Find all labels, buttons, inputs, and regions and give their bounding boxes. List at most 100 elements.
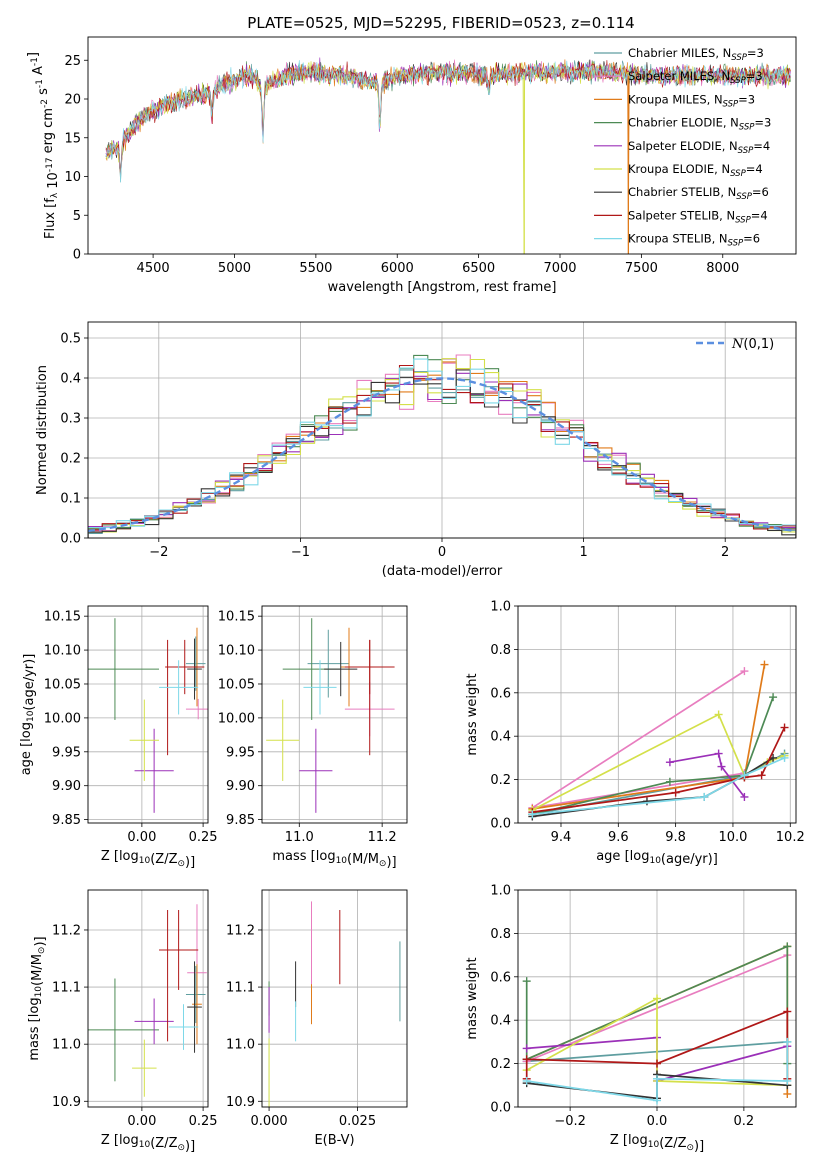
errorbar-point <box>187 638 202 700</box>
weight-marker <box>783 1007 792 1016</box>
axis-label: Z [log10(Z/Z⊙)] <box>101 1133 195 1154</box>
errorbar-point <box>159 660 199 715</box>
plot-area <box>266 618 395 813</box>
x-tick-label: 0.00 <box>127 1114 156 1129</box>
weight-marker <box>653 1059 661 1068</box>
errorbar-point <box>185 698 208 720</box>
legend-entry: Chabrier STELIB, NSSP=6 <box>628 185 769 202</box>
x-tick-label: 2 <box>721 545 729 560</box>
errorbar-point <box>299 728 333 813</box>
axis-label: mass weight <box>465 957 480 1039</box>
weight-marker <box>653 1096 661 1105</box>
axis-label: E(B-V) <box>314 1133 354 1148</box>
weight-marker <box>717 762 726 771</box>
x-tick-label: 6500 <box>462 261 495 276</box>
weight-marker <box>740 771 749 780</box>
errorbar-point <box>165 639 205 695</box>
y-tick-label: 10.00 <box>44 711 81 726</box>
y-tick-label: 0.2 <box>490 773 511 788</box>
axes-frame <box>261 889 408 1108</box>
errorbar-point <box>129 699 160 781</box>
y-tick-label: 10 <box>64 170 81 185</box>
y-tick-label: 9.90 <box>226 779 255 794</box>
panel-residuals: −2 −1 0 1 2 0.0 0.1 0.2 0.3 0.4 0.5 (data-model)/er… <box>35 321 797 579</box>
y-tick-label: 0.6 <box>490 970 511 985</box>
y-tick-label: 0.8 <box>490 927 511 942</box>
y-tick-label: 0.2 <box>490 1057 511 1072</box>
panel-mass_vs_Z: 0.00 0.25 10.9 11.0 11.1 11.2 Z [log10(Z/Z⊙)] m… <box>27 889 218 1154</box>
axis-label: Z [log10(Z/Z⊙)] <box>610 1133 704 1154</box>
panel-age_vs_Z: 0.00 0.25 9.85 9.90 9.95 10.00 10.05 10.10 10.15… <box>19 605 218 870</box>
y-tick-label: 10.9 <box>226 1095 255 1110</box>
weight-marker <box>528 810 537 819</box>
legend-entry: Salpeter ELODIE, NSSP=4 <box>628 139 770 156</box>
y-tick-label: 1.0 <box>490 600 511 615</box>
y-tick-label: 11.0 <box>52 1038 81 1053</box>
plot-area <box>268 901 401 1107</box>
errorbar-point <box>185 965 206 1024</box>
errorbar-point <box>88 978 160 1082</box>
errorbar-point <box>134 728 174 813</box>
y-tick-label: 5 <box>73 209 81 224</box>
weight-marker <box>700 792 709 801</box>
y-tick-label: 0.0 <box>490 1101 511 1116</box>
y-tick-label: 11.2 <box>52 923 81 938</box>
x-tick-label: 9.4 <box>551 830 572 845</box>
y-tick-label: 11.2 <box>226 923 255 938</box>
axis-label: mass [log10(M/M⊙)] <box>27 936 48 1060</box>
weight-line <box>532 757 785 816</box>
errorbar-point <box>132 1039 157 1097</box>
weight-line <box>532 696 774 816</box>
axis-label: mass [log10(M/M⊙)] <box>272 849 396 870</box>
weight-marker <box>740 792 749 801</box>
weight-line <box>526 997 788 1087</box>
x-tick-label: 7500 <box>625 261 658 276</box>
panel-weight_vs_Z: −0.2 0.0 0.2 0.0 0.2 0.4 0.6 0.8 1.0 Z [log10(Z/Z… <box>465 884 797 1154</box>
legend: N(0,1) <box>696 337 774 352</box>
panel-mass_vs_EBV: 0.000 0.025 10.9 11.0 11.1 11.2 E(B-V) <box>226 889 408 1148</box>
x-tick-label: 0.25 <box>189 830 218 845</box>
x-tick-label: 9.6 <box>608 830 629 845</box>
weight-marker <box>714 710 723 719</box>
errorbar-point <box>159 909 199 990</box>
weight-marker <box>783 942 792 951</box>
y-tick-label: 0.0 <box>490 817 511 832</box>
y-tick-label: 0.8 <box>490 643 511 658</box>
plot-area <box>528 660 789 821</box>
y-tick-label: 9.90 <box>52 779 81 794</box>
y-tick-label: 10.00 <box>218 711 255 726</box>
y-tick-label: 0.3 <box>60 412 81 427</box>
weight-marker <box>714 749 723 758</box>
y-tick-label: 0.1 <box>60 492 81 507</box>
legend-entry: Chabrier MILES, NSSP=3 <box>628 46 764 63</box>
y-tick-label: 11.0 <box>226 1038 255 1053</box>
x-tick-label: 5500 <box>299 261 332 276</box>
y-tick-label: 9.85 <box>226 813 255 828</box>
weight-marker <box>783 1037 792 1046</box>
x-tick-label: −0.2 <box>554 1114 586 1129</box>
axes-frame <box>261 605 408 824</box>
y-tick-label: 0 <box>73 248 81 263</box>
panel-age_vs_mass: 11.0 11.2 9.85 9.90 9.95 10.00 10.05 10.10 10.15… <box>218 605 408 870</box>
x-tick-label: −2 <box>149 545 168 560</box>
weight-marker <box>653 994 661 1003</box>
x-tick-label: 1 <box>579 545 587 560</box>
axis-label: age [log10(age/yr)] <box>19 654 37 776</box>
plot-area <box>88 618 208 813</box>
y-tick-label: 9.95 <box>52 745 81 760</box>
x-tick-label: 11.0 <box>285 830 314 845</box>
residual-histogram <box>88 358 796 538</box>
x-tick-label: 9.8 <box>665 830 686 845</box>
errorbar-point <box>168 1004 199 1050</box>
y-tick-label: 11.1 <box>52 981 81 996</box>
axes-frame <box>517 605 797 824</box>
spectrum-kroupa-stelib <box>105 60 791 183</box>
x-tick-label: 5000 <box>218 261 251 276</box>
y-tick-label: 11.1 <box>226 981 255 996</box>
weight-marker <box>522 977 531 986</box>
plot-area <box>88 904 207 1097</box>
y-tick-label: 1.0 <box>490 884 511 899</box>
weight-marker <box>760 660 769 669</box>
axis-label: age [log10(age/yr)] <box>596 849 718 867</box>
